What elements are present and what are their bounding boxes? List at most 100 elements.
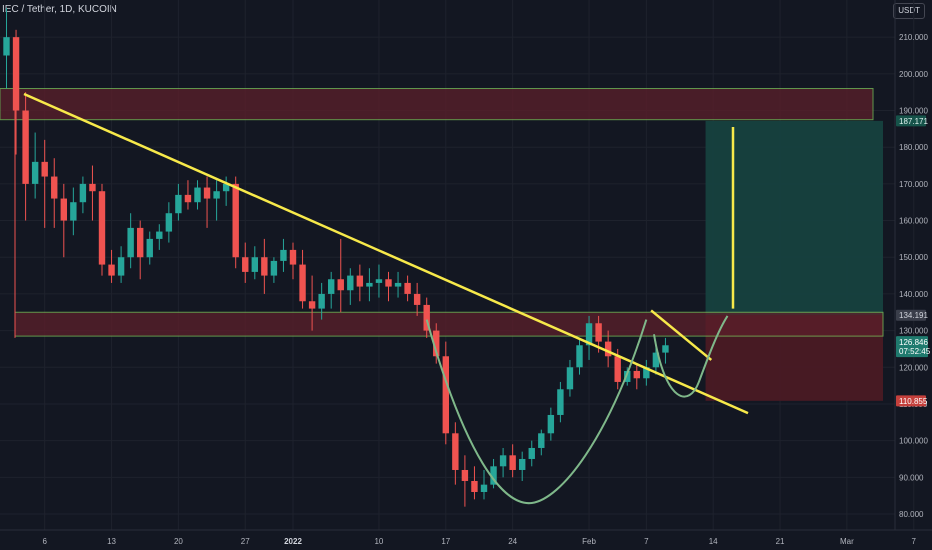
stop-price-label: 110.855 (896, 395, 928, 407)
candle-body (194, 187, 201, 203)
candle-body (156, 231, 163, 239)
candle-body (70, 202, 77, 221)
handle-trendline (650, 309, 713, 361)
candle-body (337, 279, 344, 291)
currency-selector[interactable]: USDT (893, 3, 925, 19)
candle-body (662, 345, 669, 353)
candle-body (12, 37, 20, 111)
candle-body (433, 330, 440, 357)
candle-body (146, 238, 153, 258)
candle-body (442, 356, 449, 434)
chart-title: IEC / Tether, 1D, KUCOIN (2, 4, 117, 15)
candle-body (261, 257, 268, 276)
y-tick-label: 180.000 (899, 143, 928, 152)
x-tick-label: 7 (912, 537, 917, 546)
candle-body (280, 249, 287, 261)
candle-body (117, 257, 125, 276)
candle-body (98, 191, 106, 265)
price-axis: 80.00090.000100.000110.000120.000130.000… (899, 33, 928, 519)
candle-body (270, 260, 278, 276)
candle-body (222, 183, 230, 192)
candle-body (404, 282, 411, 294)
candle-body (614, 356, 621, 382)
svg-text:126.846: 126.846 (899, 338, 928, 347)
candle-body (31, 161, 39, 184)
candle-body (394, 282, 402, 287)
target-price-label: 187.171 (896, 115, 928, 127)
candle-body (308, 301, 316, 309)
x-tick-label: 27 (241, 537, 250, 546)
candle-body (89, 183, 96, 192)
x-tick-label: 6 (42, 537, 47, 546)
y-tick-label: 80.000 (899, 510, 924, 519)
x-tick-label: 17 (441, 537, 450, 546)
svg-text:134.191: 134.191 (899, 311, 928, 320)
candle-body (643, 367, 650, 379)
candle-body (528, 447, 535, 459)
candle-body (108, 264, 115, 276)
y-tick-label: 170.000 (899, 180, 928, 189)
x-tick-label: 14 (709, 537, 718, 546)
candle-body (461, 469, 469, 481)
candle-body (251, 257, 258, 272)
candle-body (127, 227, 134, 258)
candle-body (175, 194, 182, 214)
y-tick-label: 150.000 (899, 253, 928, 262)
candle-body (165, 213, 173, 232)
candle-body (509, 455, 516, 470)
candle-body (471, 480, 478, 492)
time-axis: 6 13 20 27 2022 10 17 24 Feb 7 14 21 Mar 7 (42, 537, 916, 546)
candle-body (375, 279, 383, 283)
target-zone (705, 120, 883, 316)
candle-body (3, 37, 10, 56)
candles (3, 7, 669, 507)
zones (0, 88, 884, 401)
candle-body (452, 433, 459, 470)
x-tick-label: 21 (776, 537, 785, 546)
candle-body (328, 279, 335, 294)
candle-body (490, 466, 497, 485)
candle-body (480, 484, 488, 492)
svg-text:187.171: 187.171 (899, 117, 928, 126)
candle-body (423, 304, 430, 331)
candle-body (137, 227, 144, 258)
candle-body (347, 275, 354, 291)
candle-body (22, 110, 29, 184)
candle-body (356, 275, 364, 287)
svg-text:110.855: 110.855 (899, 397, 928, 406)
candle-body (413, 293, 421, 305)
descending-trendline (23, 92, 749, 415)
candle-body (318, 293, 325, 309)
y-tick-label: 210.000 (899, 33, 928, 42)
candle-body (499, 455, 507, 467)
resistance-zone-lower (14, 311, 884, 337)
candle-body (232, 183, 239, 258)
drawings (23, 92, 749, 505)
svg-text:07:52:45: 07:52:45 (899, 347, 931, 356)
y-tick-label: 100.000 (899, 437, 928, 446)
candle-body (652, 352, 660, 368)
candle-body (366, 282, 373, 287)
candle-body (566, 367, 574, 390)
x-tick-label: 7 (644, 537, 649, 546)
candle-body (203, 187, 211, 199)
y-tick-label: 120.000 (899, 363, 928, 372)
candle-body (385, 279, 392, 287)
candle-body (60, 198, 67, 221)
x-tick-label: 20 (174, 537, 183, 546)
candle-body (51, 176, 58, 199)
candle-body (576, 345, 583, 368)
x-tick-label: 24 (508, 537, 517, 546)
y-tick-label: 200.000 (899, 70, 928, 79)
resistance-zone-upper (0, 88, 874, 121)
candle-body (624, 370, 631, 382)
y-tick-label: 130.000 (899, 327, 928, 336)
candle-body (595, 323, 602, 342)
candle-body (538, 433, 545, 448)
y-tick-label: 90.000 (899, 473, 924, 482)
candle-body (79, 183, 87, 203)
handle-curve (653, 315, 729, 398)
